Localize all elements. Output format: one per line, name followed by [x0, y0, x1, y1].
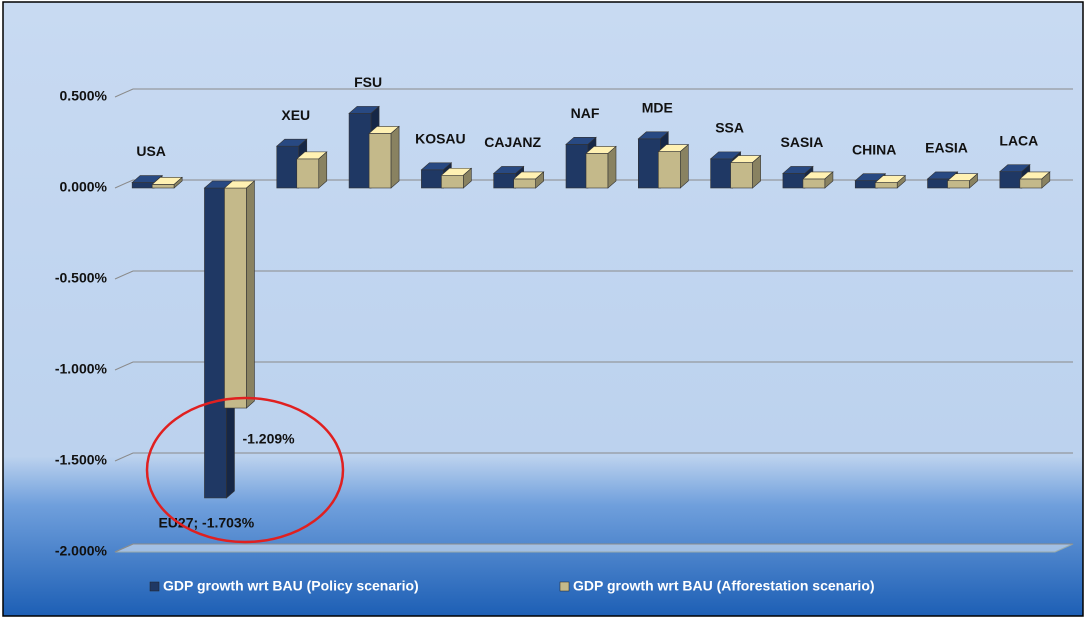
bar-front — [441, 174, 464, 189]
legend: GDP growth wrt BAU (Policy scenario) GDP … — [149, 578, 875, 594]
bar-side — [824, 171, 834, 189]
bar-front — [999, 171, 1023, 189]
bar-side — [246, 180, 255, 409]
bar-side — [173, 176, 183, 189]
category-label: CAJANZ — [484, 134, 541, 150]
bar-front — [513, 178, 536, 189]
grid-line — [114, 452, 1073, 462]
category-label: SSA — [715, 120, 744, 136]
bar — [151, 176, 183, 189]
bars — [131, 105, 1051, 499]
bar-front — [927, 178, 950, 189]
bar — [1019, 171, 1051, 189]
category-label: XEU — [281, 107, 310, 123]
grid-line — [114, 361, 1073, 371]
labels: 0.500% 0.000% -0.500% -1.000% -1.500% -2.000%… — [55, 74, 1038, 559]
bar-front — [421, 169, 444, 189]
bar-front — [348, 113, 372, 189]
bar — [657, 143, 690, 189]
bar-side — [896, 174, 906, 189]
bar-front — [204, 187, 227, 499]
bar-side — [463, 167, 472, 189]
bar-side — [535, 171, 544, 189]
bar-side — [607, 145, 617, 189]
bar-front — [710, 158, 733, 189]
bar — [368, 125, 400, 189]
y-tick-label: 0.500% — [60, 88, 108, 104]
y-tick-label: -1.500% — [55, 452, 108, 468]
category-label: CHINA — [852, 141, 896, 157]
category-label: NAF — [571, 105, 600, 121]
data-label: -1.209% — [242, 431, 295, 447]
bar — [802, 171, 834, 189]
bar-side — [680, 143, 689, 189]
grid-line — [114, 88, 1073, 98]
bar-side — [318, 151, 328, 189]
bar-front — [947, 180, 970, 189]
bar-front — [1019, 178, 1043, 189]
grid-line — [114, 543, 1073, 553]
bar — [223, 180, 256, 409]
y-tick-label: -1.000% — [55, 361, 108, 377]
legend-label: GDP growth wrt BAU (Policy scenario) — [163, 578, 419, 594]
bar-front — [782, 173, 806, 189]
bar-front — [585, 153, 609, 189]
bar-side — [1041, 171, 1051, 189]
bar-front — [224, 187, 247, 409]
bar — [295, 151, 328, 189]
bar-front — [638, 138, 661, 189]
category-label: FSU — [354, 74, 382, 90]
category-label: SASIA — [781, 134, 824, 150]
data-label: EU27; -1.703% — [158, 515, 254, 531]
bar — [512, 171, 545, 189]
category-label: USA — [136, 143, 166, 159]
bar-front — [565, 144, 589, 189]
bar-front — [368, 133, 392, 189]
category-label: MDE — [642, 100, 673, 116]
bar-front — [131, 182, 155, 189]
legend-swatch — [559, 581, 570, 592]
y-tick-label: -2.000% — [55, 543, 108, 559]
bar-front — [658, 151, 681, 189]
category-label: EASIA — [925, 140, 968, 156]
legend-label: GDP growth wrt BAU (Afforestation scenar… — [573, 578, 875, 594]
bar-front — [151, 184, 175, 189]
grid-line — [114, 270, 1073, 280]
bar-front — [276, 145, 300, 189]
bar-front — [874, 182, 898, 189]
highlight-circle — [145, 396, 345, 544]
bar-front — [296, 158, 320, 189]
grid — [114, 88, 1074, 553]
bar — [585, 145, 617, 189]
bar-front — [802, 178, 826, 189]
category-label: KOSAU — [415, 131, 466, 147]
bar-side — [390, 125, 400, 189]
bar-front — [854, 180, 878, 189]
bar-side — [752, 154, 761, 189]
floor — [114, 543, 1074, 553]
category-label: LACA — [999, 132, 1038, 148]
bar-side — [969, 173, 978, 189]
bar — [874, 174, 907, 189]
y-tick-label: 0.000% — [60, 179, 108, 195]
bar — [729, 154, 762, 189]
bar-front — [730, 162, 753, 189]
bar — [946, 173, 979, 189]
y-tick-label: -0.500% — [55, 270, 108, 286]
bar-front — [493, 173, 516, 189]
bar — [440, 167, 473, 189]
legend-swatch — [149, 581, 160, 592]
